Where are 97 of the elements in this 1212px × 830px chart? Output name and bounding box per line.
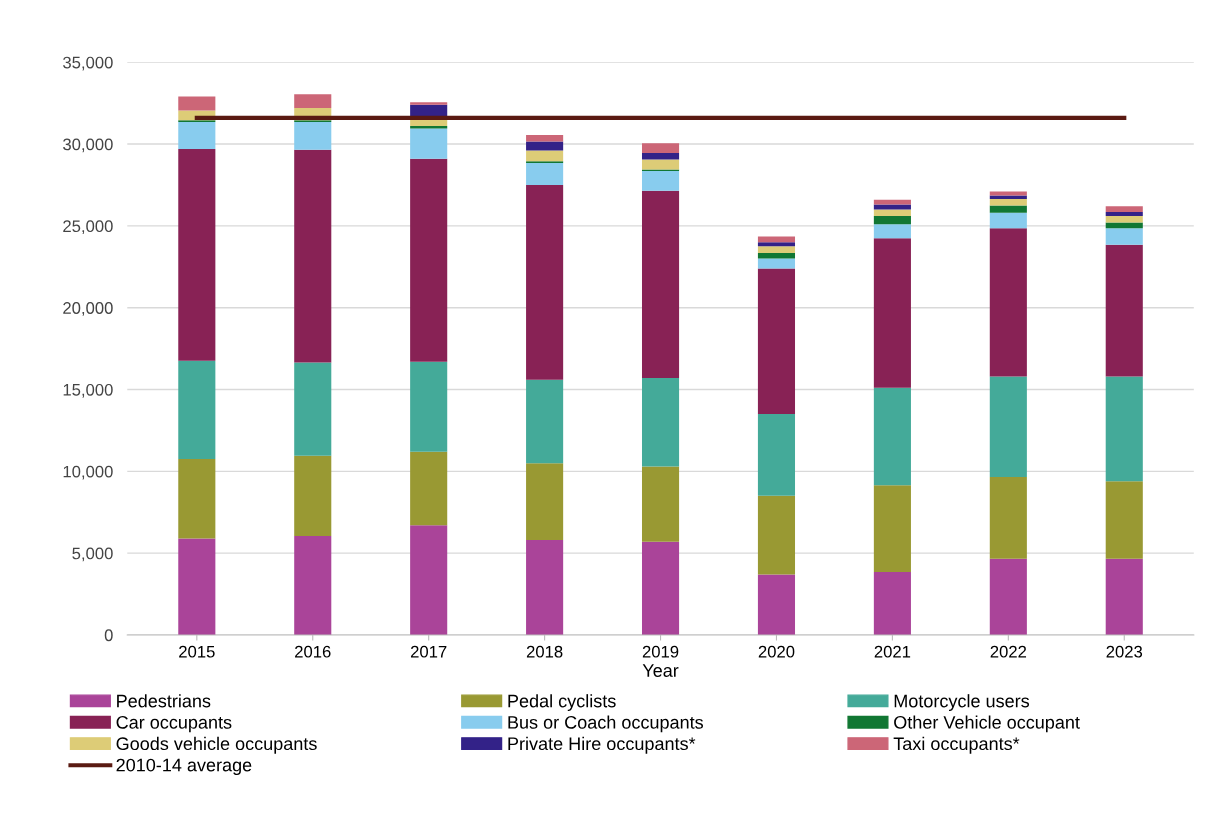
bar <box>294 121 332 150</box>
y-tick-label: 15,000 <box>63 383 113 398</box>
bar <box>757 252 796 259</box>
bar <box>294 149 332 363</box>
bar <box>1105 216 1143 223</box>
bar <box>873 485 911 572</box>
x-tick-label: 2021 <box>874 645 911 658</box>
bar <box>757 414 796 496</box>
x-tick-label: 2019 <box>642 645 679 658</box>
bar <box>526 184 564 380</box>
legend-label: Goods vehicle occupants <box>116 736 317 754</box>
bar <box>757 495 796 575</box>
bar <box>1105 211 1143 217</box>
y-tick-label: 35,000 <box>63 56 113 71</box>
x-tick-label: 2023 <box>1106 645 1143 658</box>
bar <box>873 571 911 635</box>
bar <box>989 477 1027 559</box>
bar <box>410 158 448 362</box>
bar <box>641 159 680 170</box>
bar <box>526 540 564 635</box>
bar <box>641 143 680 154</box>
x-tick-label: 2017 <box>410 645 447 658</box>
bar <box>641 378 680 467</box>
bar <box>989 376 1027 478</box>
bar <box>641 171 680 191</box>
bar <box>989 195 1027 199</box>
bar <box>989 558 1027 635</box>
legend-label: Other Vehicle occupant <box>894 715 1080 733</box>
bar <box>526 135 564 142</box>
legend-label: Taxi occupants* <box>893 736 1020 754</box>
y-tick-label: 0 <box>104 629 113 642</box>
y-tick-label: 10,000 <box>63 465 113 480</box>
bar <box>410 525 448 635</box>
bar <box>526 463 564 541</box>
bar <box>989 191 1027 196</box>
bar <box>294 455 332 536</box>
y-tick-label: 20,000 <box>63 302 113 316</box>
legend-label: Motorcycle users <box>894 694 1030 711</box>
bar <box>641 541 680 635</box>
bar <box>641 153 680 160</box>
x-tick-label: 2015 <box>179 645 215 658</box>
bar <box>178 538 216 635</box>
legend-label: Pedestrians <box>117 694 211 708</box>
bar <box>1105 481 1143 559</box>
bar <box>1105 206 1143 212</box>
legend-label: Pedal cyclists <box>508 694 616 711</box>
legend-label: 2010-14 average <box>116 758 252 776</box>
bar <box>873 216 911 225</box>
bar <box>989 205 1027 213</box>
legend-label: Private Hire occupants* <box>508 736 696 754</box>
x-tick-label: 2022 <box>990 645 1027 658</box>
x-axis-title: Year <box>642 664 679 677</box>
bar <box>989 228 1027 377</box>
bar <box>410 126 448 129</box>
bar <box>873 224 911 239</box>
bar <box>757 242 796 247</box>
bar <box>526 162 564 185</box>
bar <box>1105 558 1143 635</box>
bar <box>989 198 1027 206</box>
bar <box>1105 376 1143 482</box>
bar <box>178 148 216 361</box>
x-tick-label: 2018 <box>526 645 563 658</box>
bar <box>757 574 796 635</box>
bar <box>873 387 911 486</box>
bar <box>526 150 564 162</box>
bar <box>178 96 216 111</box>
bar <box>873 204 911 210</box>
legend-label: Car occupants <box>116 715 232 733</box>
bar <box>526 141 564 151</box>
bar <box>294 94 332 109</box>
y-tick-label: 25,000 <box>63 220 113 235</box>
bar <box>410 102 448 105</box>
bar <box>1105 228 1143 245</box>
bar <box>410 451 448 526</box>
bar <box>294 362 332 456</box>
bar <box>873 209 911 217</box>
bar <box>641 466 680 542</box>
bar <box>757 258 796 269</box>
bar <box>410 128 448 159</box>
bar <box>526 379 564 464</box>
y-tick-label: 30,000 <box>63 138 113 153</box>
bar <box>294 535 332 635</box>
bar <box>873 199 911 205</box>
bar <box>873 238 911 388</box>
bar <box>178 121 216 149</box>
bar <box>178 360 216 460</box>
legend-label: Bus or Coach occupants <box>508 715 704 733</box>
bar <box>757 268 796 415</box>
x-tick-label: 2016 <box>295 645 331 658</box>
bar <box>410 361 448 452</box>
bar <box>757 246 796 253</box>
bar <box>1105 244 1143 377</box>
bar <box>989 212 1027 229</box>
bar <box>178 459 216 539</box>
bar <box>641 190 680 379</box>
x-tick-label: 2020 <box>758 645 795 658</box>
y-tick-label: 5,000 <box>72 547 113 562</box>
